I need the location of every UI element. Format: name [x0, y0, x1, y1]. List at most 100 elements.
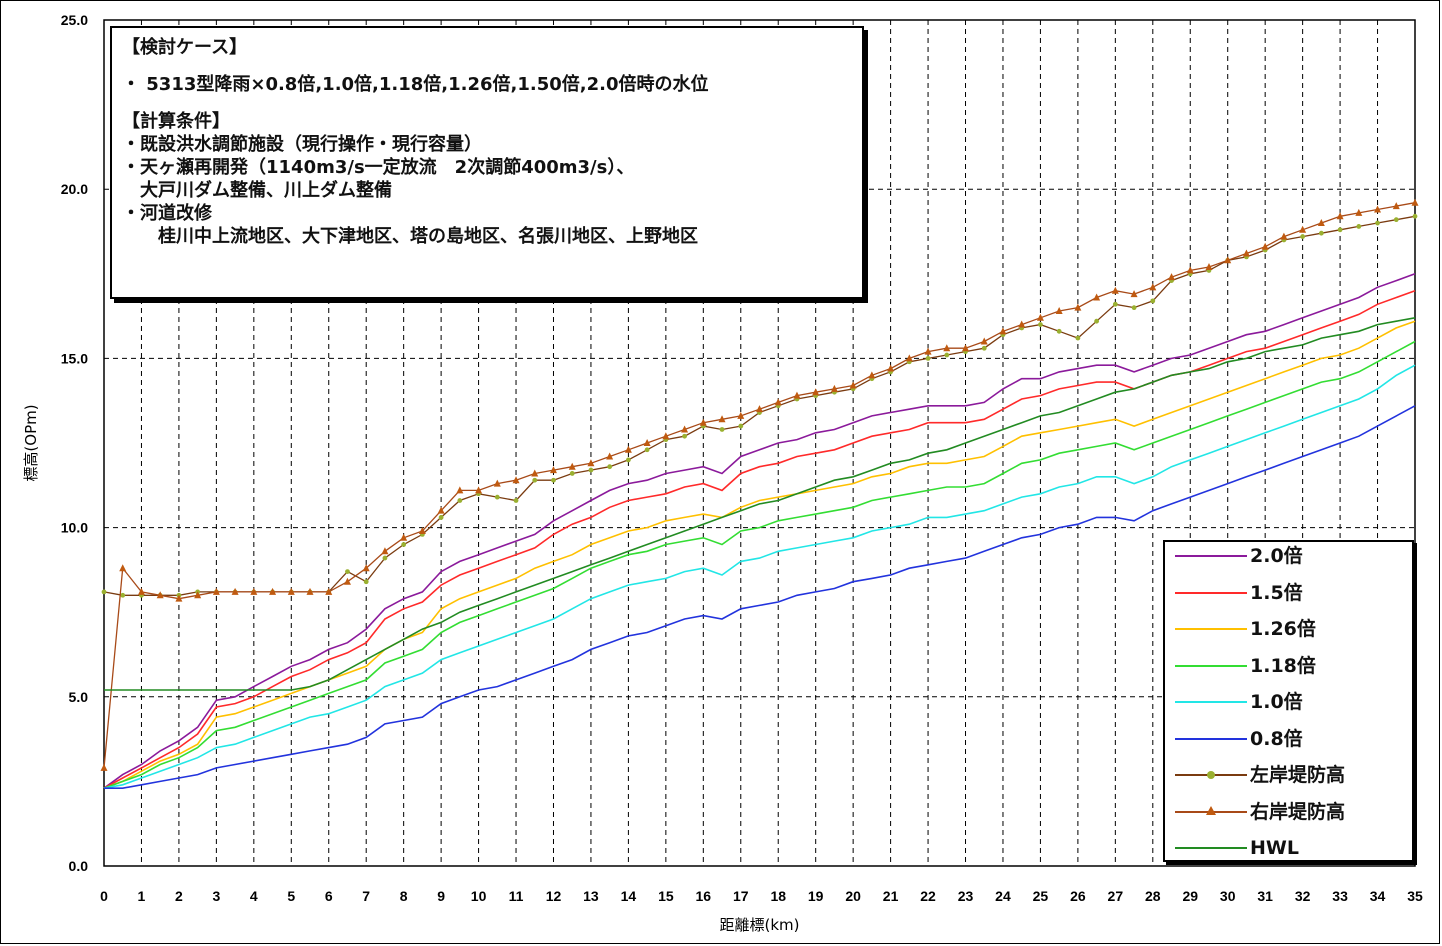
x-tick-label: 28 [1145, 888, 1161, 904]
x-tick-label: 1 [138, 888, 146, 904]
x-tick-label: 20 [845, 888, 861, 904]
series-point-7 [1055, 307, 1063, 315]
x-tick-label: 5 [287, 888, 295, 904]
x-tick-label: 30 [1220, 888, 1236, 904]
series-point-6 [588, 467, 594, 473]
series-point-7 [1149, 283, 1157, 291]
legend-swatch [1175, 737, 1247, 740]
series-point-7 [1130, 290, 1138, 298]
series-point-7 [1186, 266, 1194, 274]
y-tick-label: 20.0 [61, 181, 88, 197]
legend-label: 1.26倍 [1250, 618, 1316, 640]
series-point-7 [793, 391, 801, 399]
series-point-6 [719, 427, 725, 432]
y-tick-label: 10.0 [61, 520, 88, 536]
series-point-6 [513, 498, 519, 503]
series-point-7 [381, 547, 389, 555]
series-point-7 [1374, 205, 1382, 213]
series-point-7 [549, 466, 557, 474]
legend-label: 2.0倍 [1250, 545, 1303, 567]
series-point-7 [156, 591, 164, 599]
series-point-7 [737, 411, 745, 419]
series-point-7 [212, 587, 220, 595]
series-point-7 [699, 418, 707, 426]
series-point-7 [287, 587, 295, 595]
series-point-6 [382, 555, 388, 561]
series-point-6 [345, 569, 350, 574]
y-tick-label: 15.0 [61, 350, 88, 366]
series-point-6 [925, 356, 931, 361]
series-point-7 [1074, 303, 1082, 311]
x-tick-label: 2 [175, 888, 183, 904]
series-point-7 [1336, 212, 1344, 220]
x-tick-label: 25 [1033, 888, 1049, 904]
y-tick-label: 25.0 [61, 12, 88, 28]
series-point-7 [400, 533, 408, 541]
x-tick-label: 9 [437, 888, 445, 904]
series-point-7 [868, 371, 876, 379]
series-point-6 [1094, 318, 1100, 324]
series-line-8 [104, 317, 1416, 691]
series-point-7 [362, 564, 370, 572]
series-point-7 [643, 439, 651, 446]
legend-item: 左岸堤防高 [1165, 763, 1405, 787]
legend-marker [1207, 771, 1215, 779]
x-tick-label: 24 [995, 888, 1011, 904]
legend-item: 2.0倍 [1165, 544, 1405, 568]
legend-item: 1.18倍 [1165, 654, 1405, 678]
series-point-7 [100, 763, 108, 771]
legend-label: 1.18倍 [1250, 654, 1316, 677]
x-tick-label: 26 [1070, 888, 1086, 904]
x-tick-label: 6 [325, 888, 333, 904]
legend-swatch [1175, 591, 1247, 594]
series-point-7 [1261, 242, 1269, 250]
legend-label: HWL [1250, 837, 1299, 859]
series-line-3 [103, 340, 1416, 789]
x-tick-label: 11 [509, 888, 524, 904]
x-tick-label: 4 [250, 888, 258, 904]
x-tick-label: 15 [658, 888, 674, 904]
series-point-6 [981, 345, 987, 351]
x-tick-label: 10 [471, 888, 487, 904]
axis-ticks: 0 1 2 3 4 5 6 7 8 9 10 11 12 13 14 15 16 17 18 19 20 21 22 23 24… [61, 12, 1423, 904]
legend-swatch [1175, 664, 1247, 667]
series-point-7 [1355, 208, 1363, 216]
series-point-7 [437, 506, 445, 514]
series-point-6 [532, 477, 538, 483]
case-info-box: 【検討ケース】 ・ 5313型降雨×0.8倍,1.0倍,1.18倍,1.26倍,… [110, 26, 864, 299]
series-point-7 [1168, 273, 1176, 281]
series-point-7 [1111, 286, 1119, 294]
series-point-7 [343, 577, 351, 585]
x-tick-label: 17 [733, 888, 749, 904]
series-point-7 [475, 486, 483, 494]
x-tick-label: 12 [546, 888, 562, 904]
series-point-6 [1393, 217, 1399, 223]
series-point-7 [231, 587, 239, 595]
series-point-6 [626, 457, 631, 463]
series-point-6 [363, 579, 369, 585]
y-tick-label: 5.0 [69, 689, 89, 705]
series-point-6 [682, 433, 687, 439]
info-condition-3-cont: 桂川中上流地区、大下津地区、塔の島地区、名張川地区、上野地区 [122, 226, 698, 247]
series-point-7 [250, 587, 258, 595]
legend-item: 0.8倍 [1165, 727, 1405, 751]
series-point-7 [662, 432, 670, 440]
x-tick-label: 13 [583, 888, 599, 904]
series-point-7 [137, 587, 145, 595]
series-point-6 [1318, 230, 1324, 236]
series-point-7 [924, 347, 932, 355]
legend-item: HWL [1165, 836, 1405, 860]
series-point-6 [1356, 224, 1362, 229]
series-point-7 [681, 425, 689, 433]
series-point-7 [456, 486, 464, 494]
legend-item: 右岸堤防高 [1165, 800, 1405, 824]
x-tick-label: 32 [1295, 888, 1311, 904]
y-axis-label: 標高(OPm) [22, 404, 40, 481]
series-point-6 [438, 515, 444, 520]
series-point-7 [568, 462, 576, 470]
legend-swatch [1175, 847, 1247, 849]
x-tick-label: 23 [958, 888, 974, 904]
x-tick-label: 21 [883, 888, 899, 904]
x-tick-label: 7 [362, 888, 370, 904]
